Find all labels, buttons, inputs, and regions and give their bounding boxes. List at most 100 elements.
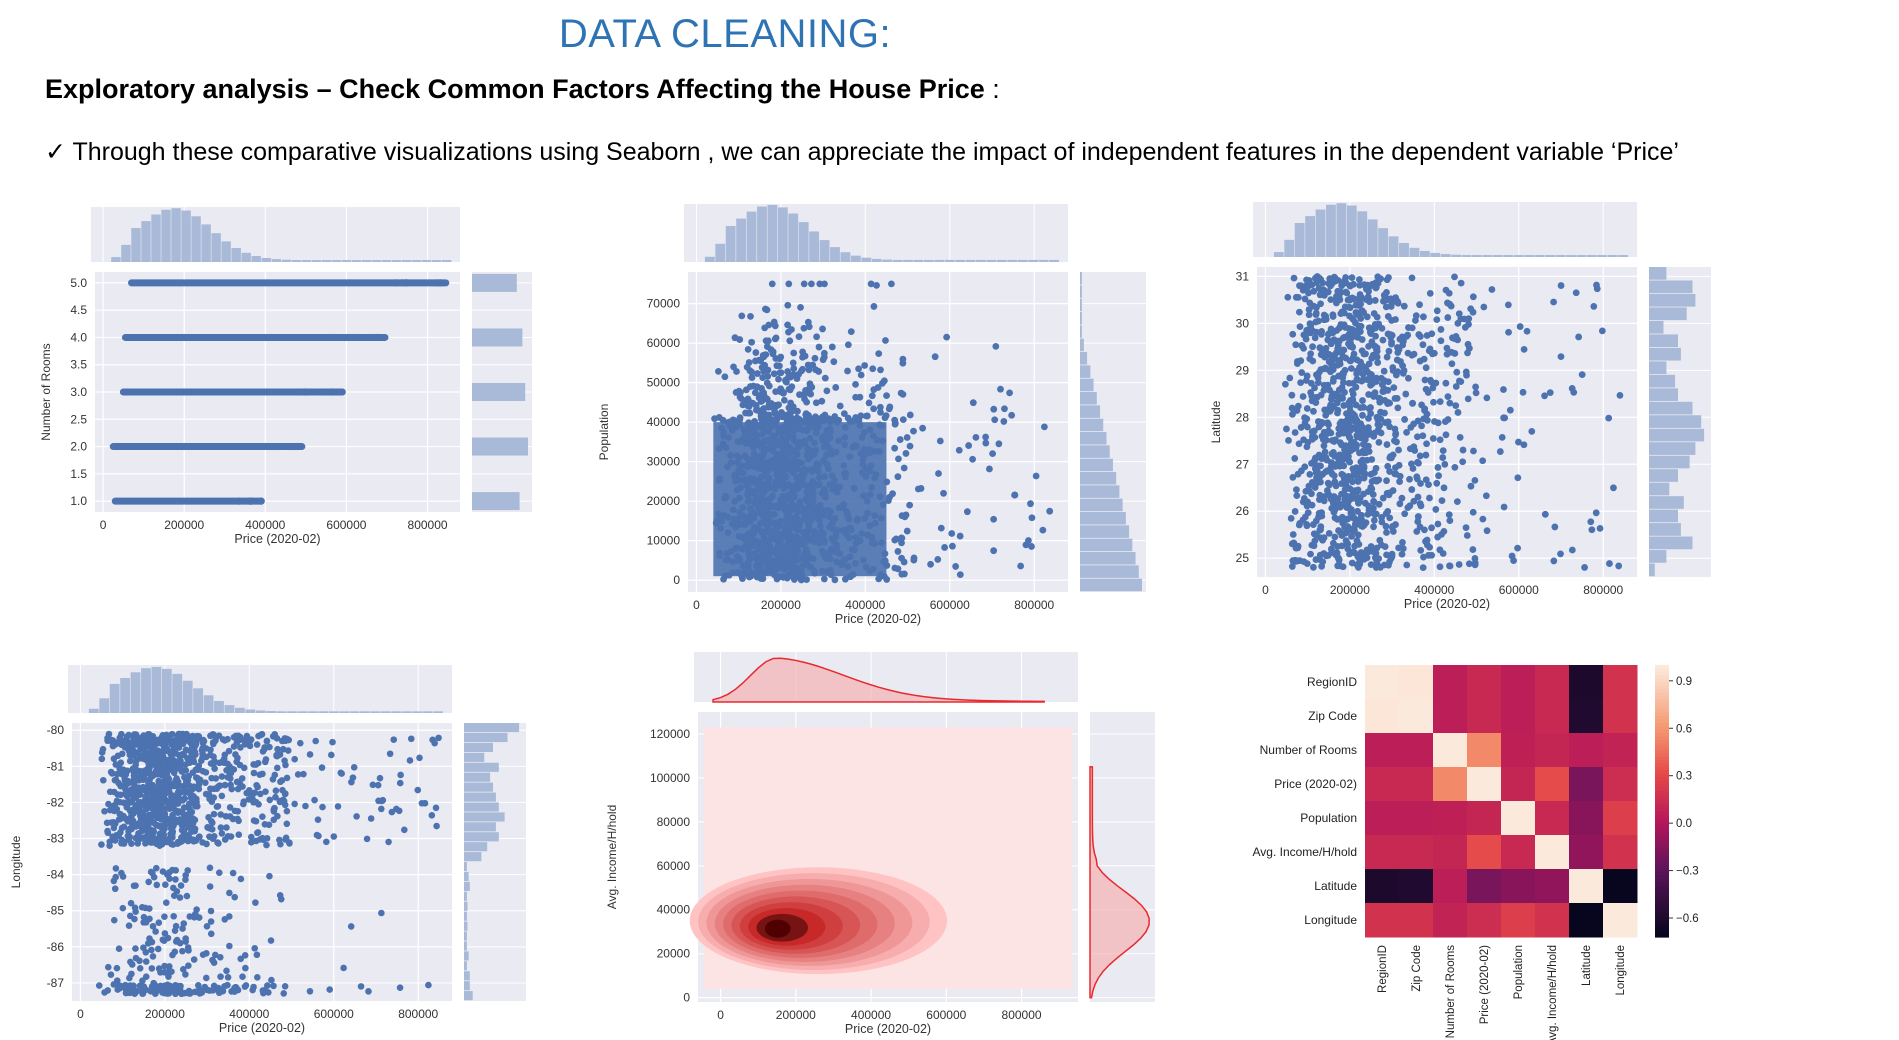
- scatter-point: [1386, 399, 1393, 407]
- scatter-point: [1435, 472, 1442, 480]
- scatter-point: [1368, 478, 1376, 485]
- colorbar-segment: [1655, 733, 1669, 737]
- scatter-point: [254, 973, 261, 981]
- scatter-point: [1426, 289, 1434, 297]
- scatter-point: [1386, 468, 1393, 475]
- scatter-point: [1419, 341, 1427, 349]
- scatter-point: [1615, 562, 1623, 570]
- scatter-point: [172, 818, 180, 826]
- scatter-point: [1389, 522, 1396, 530]
- top-histogram-bar: [331, 260, 342, 262]
- scatter-point: [311, 796, 318, 804]
- scatter-point: [830, 415, 837, 423]
- top-histogram-bar: [311, 260, 322, 262]
- scatter-point: [1514, 474, 1522, 482]
- scatter-point: [218, 830, 226, 837]
- scatter-point: [1334, 501, 1341, 509]
- scatter-point: [789, 371, 797, 379]
- top-histogram-bar: [1430, 252, 1441, 257]
- scatter-point: [1312, 318, 1320, 326]
- scatter-point: [861, 362, 869, 369]
- y-tick-label: 60000: [647, 336, 681, 350]
- colorbar-segment: [1655, 926, 1669, 931]
- top-marginal-kde: [712, 657, 1045, 703]
- scatter-point: [1414, 493, 1422, 501]
- scatter-point: [269, 775, 277, 783]
- scatter-point: [852, 381, 859, 388]
- heatmap-cell: [1569, 835, 1604, 870]
- scatter-point: [1317, 345, 1325, 352]
- scatter-point: [955, 446, 963, 454]
- income-vs-price-kde-jointplot: 0 200000 400000 600000 800000020000400006000…: [605, 652, 1155, 1036]
- scatter-point: [1461, 315, 1468, 323]
- scatter-point: [896, 436, 904, 443]
- scatter-point: [261, 758, 269, 766]
- colorbar-segment: [1655, 821, 1669, 826]
- scatter-point: [1345, 303, 1353, 311]
- heatmap-cell: [1433, 801, 1468, 836]
- scatter-point: [149, 792, 157, 799]
- scatter-point: [1436, 398, 1444, 406]
- heatmap-cell: [1603, 699, 1638, 734]
- scatter-point: [1027, 500, 1034, 508]
- y-tick-label: 60000: [657, 859, 691, 873]
- colorbar-segment: [1655, 777, 1669, 782]
- scatter-point: [1541, 510, 1549, 518]
- scatter-point: [1404, 374, 1412, 382]
- scatter-point: [214, 802, 222, 810]
- top-histogram-bar: [1565, 255, 1576, 257]
- right-histogram-bar: [464, 862, 467, 872]
- colorbar-segment: [1655, 865, 1669, 870]
- scatter-point: [268, 976, 275, 984]
- scatter-point: [1294, 294, 1302, 301]
- heatmap-cell: [1501, 869, 1536, 904]
- scatter-point: [435, 734, 442, 742]
- scatter-point: [1483, 527, 1491, 535]
- scatter-point: [736, 414, 744, 422]
- colorbar-segment: [1655, 848, 1669, 853]
- scatter-point: [117, 828, 124, 836]
- scatter-point: [1470, 447, 1477, 455]
- scatter-point: [1380, 291, 1388, 299]
- scatter-point: [1331, 533, 1339, 541]
- scatter-point: [989, 450, 996, 458]
- scatter-point: [1455, 377, 1463, 385]
- scatter-point: [211, 765, 218, 772]
- heatmap-cell: [1501, 801, 1536, 836]
- top-histogram-bar: [892, 259, 903, 262]
- scatter-point: [1355, 498, 1363, 506]
- scatter-point: [1336, 358, 1344, 366]
- scatter-point: [1409, 399, 1416, 407]
- scatter-point: [1363, 546, 1371, 554]
- scatter-point: [1291, 508, 1299, 515]
- scatter-point: [314, 816, 322, 823]
- scatter-point: [157, 752, 164, 760]
- heatmap-cell: [1467, 767, 1502, 802]
- colorbar-segment: [1655, 923, 1669, 928]
- scatter-point: [118, 750, 126, 758]
- scatter-point: [793, 407, 801, 415]
- top-histogram-bar: [211, 233, 221, 262]
- top-histogram-bar: [788, 213, 799, 262]
- x-tick-label: 600000: [314, 1007, 354, 1021]
- scatter-point: [112, 873, 119, 881]
- scatter-point: [239, 973, 246, 980]
- y-tick-label: 25: [1236, 551, 1250, 565]
- scatter-point: [172, 876, 179, 883]
- scatter-point: [1581, 564, 1588, 571]
- scatter-point: [1299, 393, 1307, 400]
- scatter-point: [1337, 288, 1345, 296]
- scatter-point: [1327, 368, 1334, 376]
- scatter-point: [147, 752, 155, 760]
- scatter-point: [149, 772, 156, 780]
- scatter-point: [334, 803, 342, 810]
- scatter-point: [1359, 461, 1367, 469]
- scatter-point: [1452, 402, 1460, 410]
- y-tick-label: 40000: [657, 903, 691, 917]
- scatter-point: [1312, 328, 1320, 336]
- scatter-point: [121, 743, 129, 751]
- scatter-point: [770, 318, 778, 326]
- scatter-point: [773, 362, 781, 370]
- scatter-point: [253, 951, 261, 959]
- right-histogram-bar: [1080, 538, 1133, 552]
